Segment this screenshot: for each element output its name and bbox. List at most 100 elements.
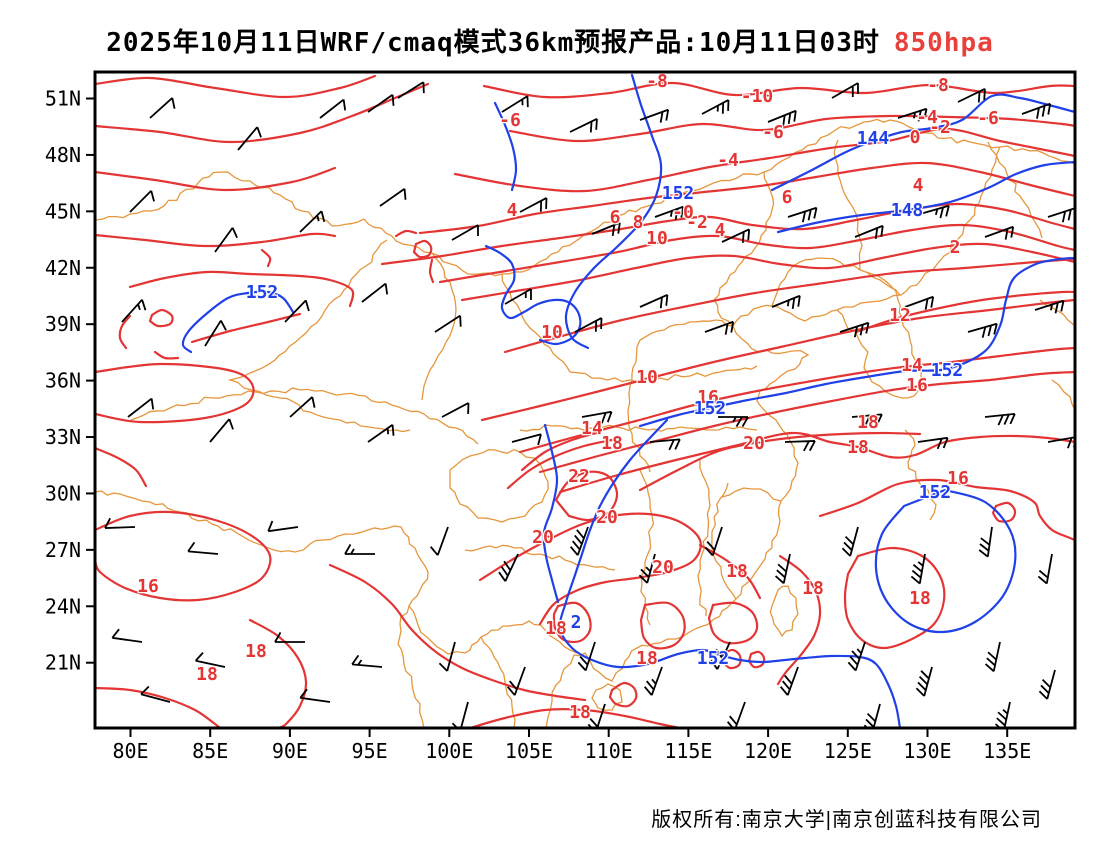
map-frame: [93, 70, 1077, 730]
wind-barb: [978, 526, 993, 558]
wind-barb: [429, 526, 449, 556]
isotherm-contour: [412, 239, 433, 259]
isotherm-contour: [468, 708, 682, 728]
isotherm-label: -8: [927, 75, 949, 96]
wind-barb: [847, 641, 866, 672]
isotherm-label: 18: [245, 641, 267, 662]
wind-barb: [379, 188, 407, 207]
isotherm-contour: [380, 202, 1075, 266]
height-label: 148: [891, 200, 924, 221]
isotherm-label: -6: [762, 122, 784, 143]
height-contour: [874, 488, 1017, 634]
isotherm-contour: [508, 114, 1075, 143]
isotherm-contour: [721, 648, 742, 670]
geo-boundary: [713, 171, 775, 327]
height-label: 152: [919, 482, 952, 503]
isotherm-contour: [520, 430, 602, 472]
wind-barb: [863, 703, 881, 728]
isotherm-contour: [328, 563, 587, 702]
wind-barb: [904, 295, 935, 310]
isotherm-label: 16: [947, 468, 969, 489]
isotherm-contour: [418, 161, 1075, 235]
geo-boundary: [639, 319, 734, 341]
geo-boundary: [697, 459, 711, 617]
geo-boundary: [397, 605, 425, 728]
lon-tick-label: 90E: [272, 739, 308, 763]
isotherm-contour: [95, 510, 272, 602]
isotherm-label: 6: [610, 207, 621, 228]
isotherm-contour: [843, 546, 946, 650]
isotherm-contour: [552, 601, 592, 644]
isotherm-contour: [95, 82, 430, 144]
lon-tick-label: 120E: [744, 739, 792, 763]
lon-tick-label: 85E: [192, 739, 228, 763]
wind-barb: [367, 94, 395, 113]
wind-barb: [129, 190, 155, 213]
geo-boundary: [95, 118, 1001, 277]
lat-tick-label: 36N: [45, 369, 81, 393]
wind-barb: [127, 397, 155, 418]
geo-boundary: [449, 448, 549, 523]
wind-barb: [917, 436, 949, 450]
wind-barb: [718, 416, 749, 427]
lon-tick-label: 105E: [505, 739, 553, 763]
isotherm-label: 14: [581, 418, 603, 439]
wind-barb: [121, 299, 147, 323]
wind-barb: [441, 402, 470, 418]
wind-barb: [957, 88, 986, 103]
lon-tick-label: 80E: [112, 739, 148, 763]
wind-barb: [984, 225, 1015, 240]
geo-boundary: [480, 636, 516, 728]
lon-tick-label: 95E: [352, 739, 388, 763]
isotherm-label: 4: [715, 220, 726, 241]
height-label: 152: [697, 648, 730, 669]
isotherm-contour: [776, 554, 822, 686]
isotherm-label: 18: [847, 437, 869, 458]
isotherm-contour: [518, 346, 1075, 454]
isotherm-label: 20: [596, 507, 618, 528]
wind-barb: [367, 424, 395, 443]
isotherm-contour: [95, 362, 255, 424]
wind-barb: [774, 553, 791, 585]
wind-barb: [704, 320, 735, 335]
wind-barb: [726, 701, 746, 728]
lon-tick-label: 115E: [664, 739, 712, 763]
isotherm-contour: [506, 438, 614, 490]
isotherm-contour: [153, 350, 180, 360]
isotherm-contour: [394, 229, 418, 238]
wind-barb: [1047, 207, 1075, 223]
wind-barb: [919, 204, 950, 219]
wind-barb: [1034, 299, 1065, 314]
wind-barb: [984, 641, 1001, 673]
wind-barb: [194, 651, 226, 668]
isotherm-label: 14: [901, 355, 923, 376]
geo-boundary: [833, 139, 863, 271]
lat-tick-label: 51N: [45, 87, 81, 111]
isotherm-label: -0: [672, 202, 694, 223]
geo-boundary: [771, 257, 901, 307]
isotherm-contour: [482, 81, 1075, 99]
isotherm-label: 18: [636, 648, 658, 669]
isotherm-label: 10: [541, 322, 563, 343]
wind-barb: [237, 126, 262, 151]
wind-barb: [451, 224, 479, 241]
wind-barb: [569, 118, 598, 133]
isotherm-contour: [260, 248, 272, 268]
wind-barb: [1038, 669, 1056, 700]
isotherm-label: -4: [717, 150, 739, 171]
isotherm-label: -6: [977, 108, 999, 129]
geo-boundary: [627, 339, 651, 473]
wind-barb: [284, 299, 310, 323]
wind-barb: [319, 98, 347, 119]
geo-boundary: [904, 429, 937, 521]
isotherm-label: -10: [741, 86, 774, 107]
isotherm-label: 16: [137, 576, 159, 597]
geo-boundary: [464, 544, 616, 571]
wind-barb: [984, 412, 1016, 426]
wind-barb: [569, 526, 589, 556]
isotherm-label: 10: [646, 228, 668, 249]
lat-tick-label: 48N: [45, 143, 81, 167]
isotherm-contour: [453, 127, 1075, 193]
isotherm-label: 22: [568, 466, 590, 487]
